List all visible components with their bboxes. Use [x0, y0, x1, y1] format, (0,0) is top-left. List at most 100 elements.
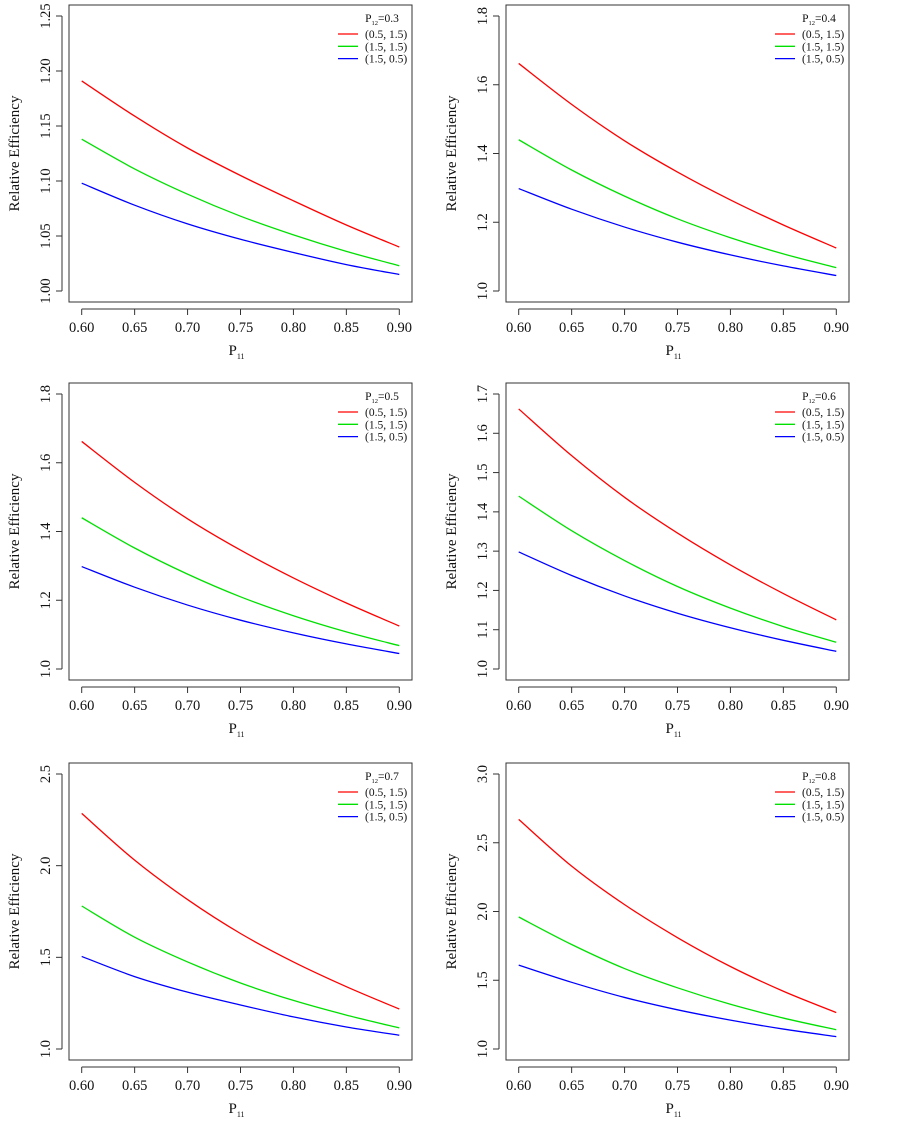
legend-entry: (1.5, 1.5)	[365, 799, 407, 811]
legend-title-sub: 12	[809, 778, 816, 785]
y-tick-label: 1.15	[38, 113, 54, 138]
plot-frame	[505, 4, 850, 303]
x-tick-label: 0.70	[175, 1078, 200, 1094]
series-line-1	[518, 62, 837, 249]
x-tick-label: 0.75	[228, 320, 253, 336]
y-axis-label: Relative Efficiency	[444, 853, 460, 969]
plot-frame	[505, 382, 850, 681]
x-tick-label: 0.60	[69, 698, 94, 714]
x-axis-label-subscript: 11	[237, 730, 245, 739]
x-tick-label: 0.85	[771, 698, 796, 714]
x-axis-label: P11	[228, 343, 244, 361]
legend-title-value: =0.6	[815, 391, 836, 403]
series-line-3	[81, 955, 400, 1036]
y-tick-label: 3.0	[475, 765, 491, 783]
series-line-3	[518, 551, 837, 652]
x-axis-label-subscript: 11	[674, 730, 682, 739]
y-tick-label: 1.4	[475, 144, 491, 163]
series-line-2	[81, 905, 400, 1029]
y-tick-label: 1.20	[38, 58, 54, 83]
x-tick-label: 0.60	[69, 1078, 94, 1094]
legend: P12=0.6 (0.5, 1.5)(1.5, 1.5)(1.5, 0.5)	[775, 391, 844, 444]
y-tick-label: 1.5	[475, 464, 491, 482]
legend-title-base: P	[365, 13, 371, 25]
y-tick-label: 1.5	[38, 948, 54, 966]
legend-entry: (0.5, 1.5)	[802, 407, 844, 419]
y-tick-label: 1.8	[475, 7, 491, 25]
y-axis-label: Relative Efficiency	[7, 473, 23, 589]
y-tick-label: 1.00	[38, 278, 54, 303]
legend-entry: (0.5, 1.5)	[365, 407, 407, 419]
x-tick-label: 0.80	[281, 1078, 306, 1094]
series-line-1	[81, 440, 400, 627]
x-tick-label: 0.90	[387, 1078, 412, 1094]
x-tick-label: 0.90	[824, 1078, 849, 1094]
x-tick-label: 0.80	[718, 698, 743, 714]
y-axis: 1.0 1.1 1.2 1.3 1.4 1.5 1.6 1.7	[475, 385, 500, 678]
legend-entry: (1.5, 1.5)	[365, 41, 407, 53]
legend: P12=0.4 (0.5, 1.5)(1.5, 1.5)(1.5, 0.5)	[775, 13, 844, 66]
x-tick-label: 0.65	[559, 698, 584, 714]
x-tick-label: 0.85	[771, 1078, 796, 1094]
x-tick-label: 0.60	[506, 698, 531, 714]
x-axis-label: P11	[665, 721, 681, 739]
legend-title-base: P	[365, 391, 371, 403]
series-line-1	[81, 80, 400, 248]
x-tick-label: 0.75	[665, 698, 690, 714]
chart-panel-1: 0.60 0.65 0.70 0.75 0.80 0.85 0.90P111.001.051…	[7, 3, 413, 361]
series-line-2	[81, 517, 400, 647]
legend-title-value: =0.3	[378, 13, 399, 25]
legend-title: P12=0.7	[365, 771, 399, 785]
y-axis-label: Relative Efficiency	[7, 95, 23, 211]
y-tick-label: 1.25	[38, 3, 54, 28]
legend-entry: (1.5, 0.5)	[365, 812, 407, 824]
x-axis: 0.60 0.65 0.70 0.75 0.80 0.85 0.90	[506, 1066, 849, 1094]
chart-panel-6: 0.60 0.65 0.70 0.75 0.80 0.85 0.90P111.01.52.0…	[444, 762, 850, 1119]
y-axis: 1.00 1.05 1.10 1.15 1.20 1.25	[38, 3, 63, 304]
legend-entry: (0.5, 1.5)	[802, 29, 844, 41]
legend-title-sub: 12	[372, 778, 379, 785]
chart-panel-5: 0.60 0.65 0.70 0.75 0.80 0.85 0.90P111.01.52.0…	[7, 762, 413, 1119]
x-axis-label-subscript: 11	[237, 1110, 245, 1119]
y-tick-label: 1.6	[475, 424, 491, 442]
y-tick-label: 1.6	[475, 76, 491, 94]
legend: P12=0.7 (0.5, 1.5)(1.5, 1.5)(1.5, 0.5)	[338, 771, 407, 824]
x-axis: 0.60 0.65 0.70 0.75 0.80 0.85 0.90	[506, 686, 849, 714]
x-tick-label: 0.75	[665, 1078, 690, 1094]
x-axis: 0.60 0.65 0.70 0.75 0.80 0.85 0.90	[69, 308, 412, 336]
y-tick-label: 1.0	[38, 660, 54, 678]
y-tick-label: 1.2	[475, 581, 491, 599]
legend-entry: (1.5, 0.5)	[365, 54, 407, 66]
series-line-2	[518, 139, 837, 269]
y-tick-label: 1.1	[475, 621, 491, 639]
y-tick-label: 2.0	[475, 902, 491, 920]
y-tick-label: 1.0	[475, 1040, 491, 1058]
y-tick-label: 1.7	[475, 385, 491, 403]
legend-title-sub: 12	[809, 398, 816, 405]
legend-title: P12=0.6	[802, 391, 836, 405]
x-tick-label: 0.85	[334, 698, 359, 714]
series-line-1	[81, 812, 400, 1010]
x-axis: 0.60 0.65 0.70 0.75 0.80 0.85 0.90	[69, 1066, 412, 1094]
y-tick-label: 1.4	[475, 502, 491, 521]
x-axis-label: P11	[665, 1101, 681, 1119]
y-axis: 1.0 1.5 2.0 2.5	[38, 765, 63, 1058]
series-line-2	[518, 916, 837, 1031]
plot-frame	[68, 382, 413, 681]
legend-entry: (1.5, 1.5)	[365, 419, 407, 431]
x-tick-label: 0.65	[122, 698, 147, 714]
series-line-2	[518, 495, 837, 643]
legend: P12=0.5 (0.5, 1.5)(1.5, 1.5)(1.5, 0.5)	[338, 391, 407, 444]
x-tick-label: 0.65	[122, 1078, 147, 1094]
y-tick-label: 1.2	[38, 591, 54, 609]
x-tick-label: 0.70	[612, 1078, 637, 1094]
legend-title: P12=0.5	[365, 391, 399, 405]
y-tick-label: 1.6	[38, 454, 54, 472]
legend-entry: (1.5, 1.5)	[802, 41, 844, 53]
legend-title-base: P	[802, 391, 808, 403]
legend-title-base: P	[802, 771, 808, 783]
x-tick-label: 0.60	[506, 1078, 531, 1094]
x-tick-label: 0.85	[771, 320, 796, 336]
legend: P12=0.8 (0.5, 1.5)(1.5, 1.5)(1.5, 0.5)	[775, 771, 844, 824]
